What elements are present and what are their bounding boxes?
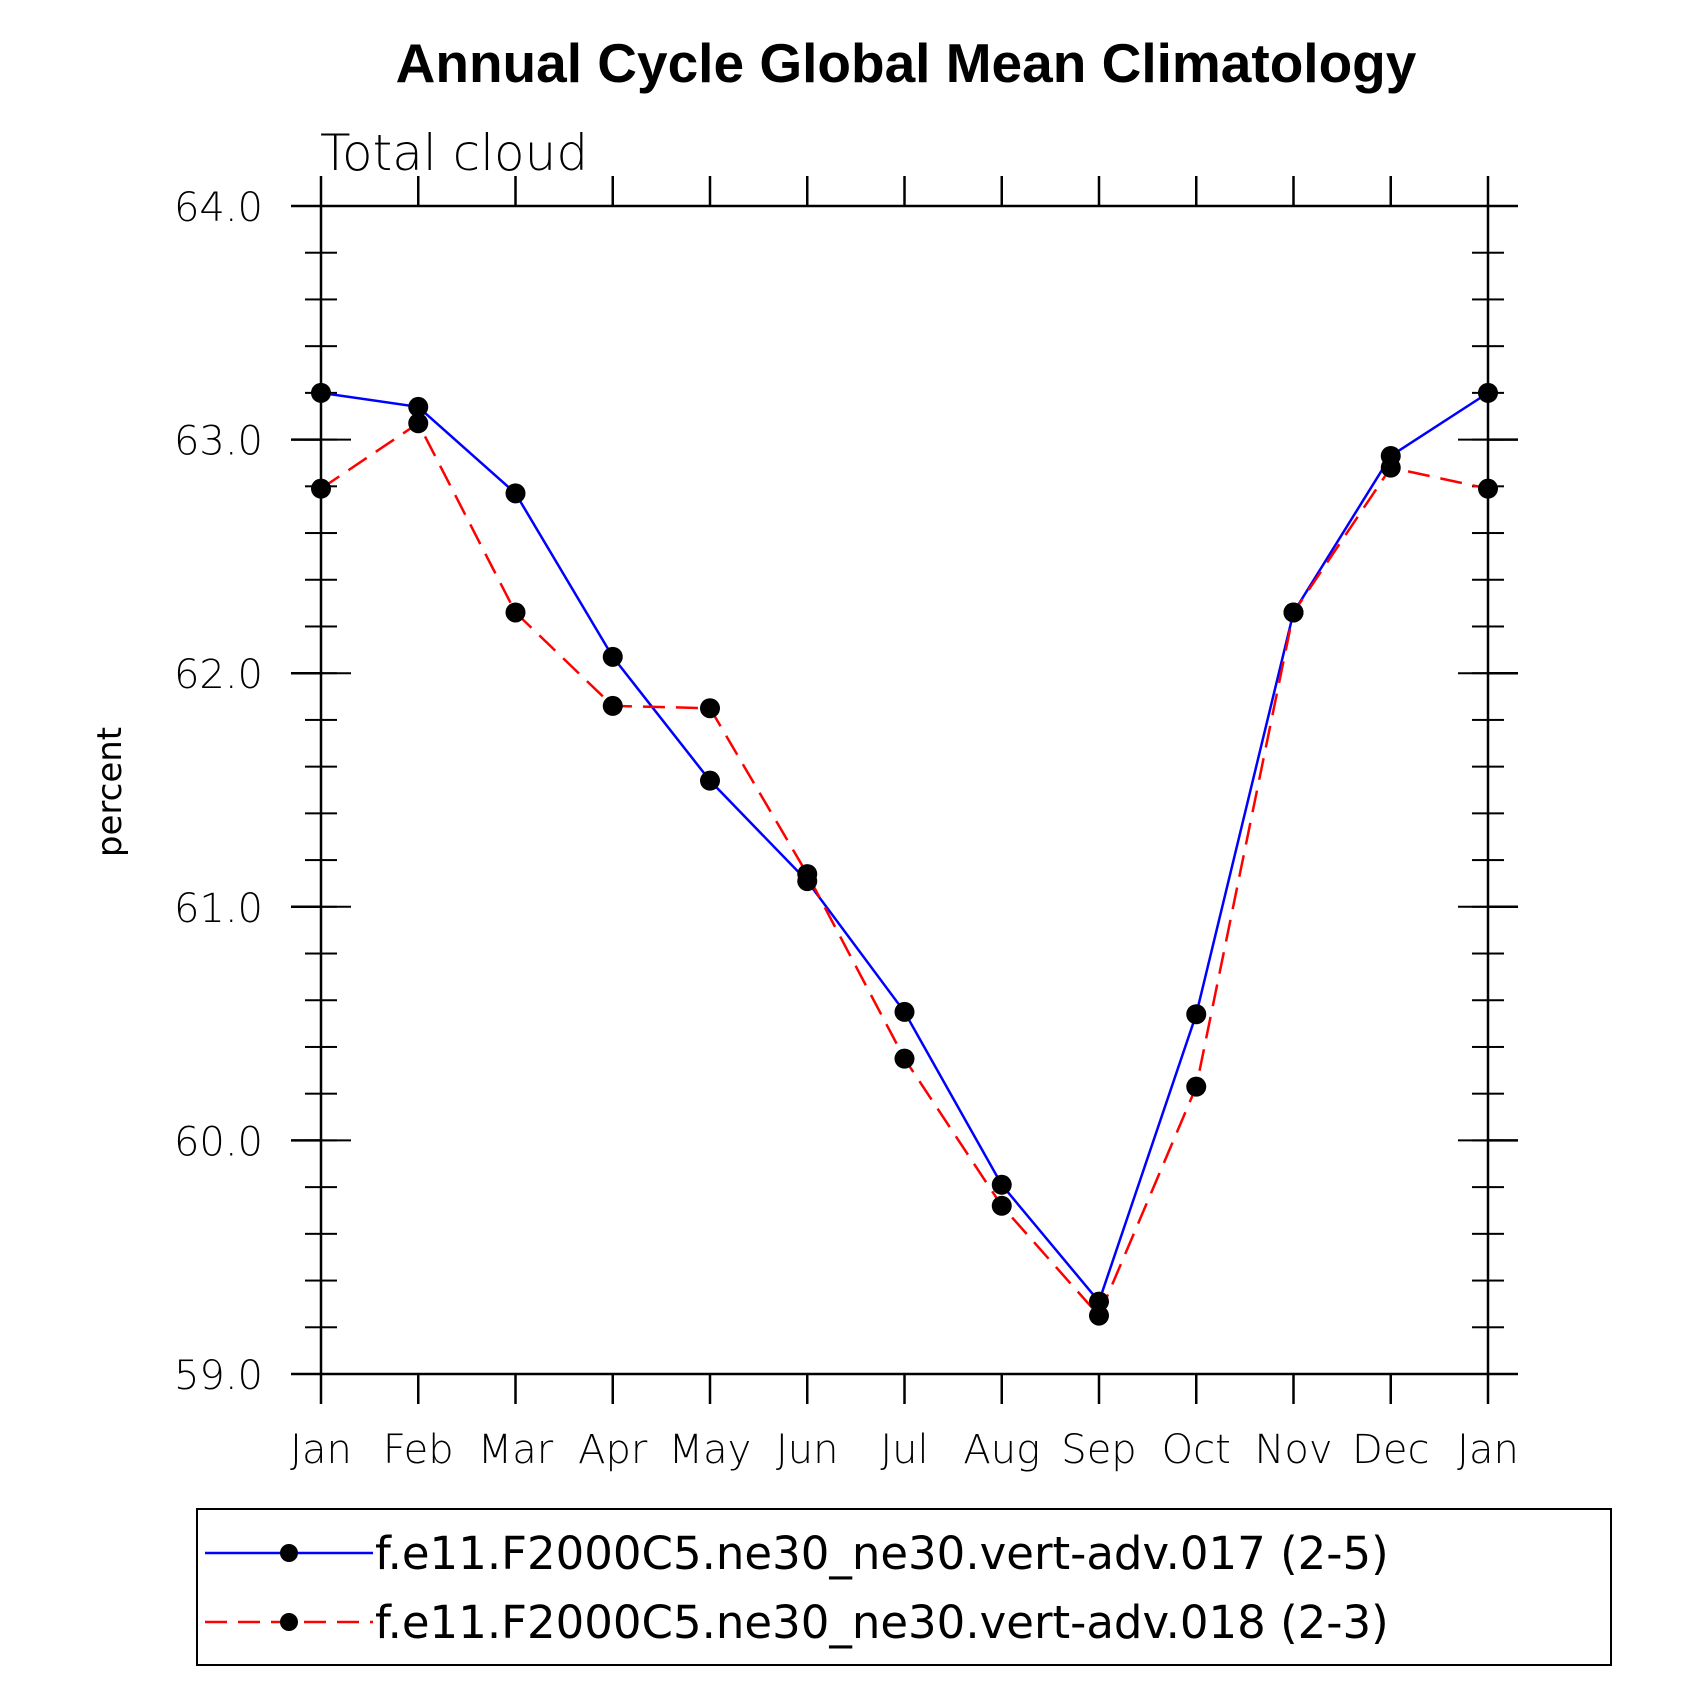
legend-label-series-1: f.e11.F2000C5.ne30_ne30.vert-adv.017 (2-…	[375, 1527, 1389, 1580]
series-1-point	[991, 1174, 1012, 1195]
series-2-point	[505, 602, 526, 623]
legend-marker-series-1	[280, 1544, 298, 1562]
series-2-point	[408, 413, 429, 434]
series-1-point	[408, 396, 429, 417]
chart-title: Annual Cycle Global Mean Climatology	[396, 32, 1417, 94]
series-layer	[311, 382, 1498, 1326]
series-1-point	[700, 770, 720, 791]
series-1-point	[1478, 382, 1498, 403]
series-2-point	[991, 1195, 1012, 1216]
series-1-point	[894, 1001, 915, 1022]
x-tick-label: Apr	[578, 1427, 648, 1473]
series-1-point	[505, 483, 526, 504]
series-2-point	[1478, 478, 1498, 499]
x-tick-label: Jul	[880, 1427, 928, 1473]
y-tick-label: 63.0	[174, 419, 263, 465]
y-tick-label: 60.0	[174, 1119, 263, 1165]
series-line-2	[320, 421, 1489, 1318]
series-1-point	[1186, 1004, 1207, 1025]
legend-marker-series-2	[280, 1613, 298, 1631]
series-2-point	[1186, 1076, 1207, 1097]
series-2-point	[311, 478, 331, 499]
x-tick-label: Aug	[963, 1427, 1040, 1473]
plot-frame	[319, 204, 1490, 1376]
x-tick-label: May	[669, 1427, 752, 1473]
x-tick-label: Oct	[1162, 1427, 1231, 1473]
axes: Jan Feb Mar Apr May Jun Jul Aug Sep Oct Nov Dec Jan 5…	[174, 176, 1519, 1473]
x-tick-label: Mar	[478, 1427, 554, 1473]
x-tick-label: Jan	[1457, 1427, 1519, 1473]
x-tick-label: Sep	[1061, 1427, 1136, 1473]
series-2-point	[1380, 457, 1401, 478]
series-line-1	[320, 391, 1489, 1305]
series-2-point	[700, 698, 720, 719]
series-2-point	[797, 864, 818, 885]
x-tick-label: Jun	[776, 1427, 839, 1473]
legend: f.e11.F2000C5.ne30_ne30.vert-adv.017 (2-…	[196, 1508, 1612, 1666]
series-1-point	[602, 646, 623, 667]
legend-box	[196, 1508, 1612, 1666]
series-2-point	[602, 695, 623, 716]
series-2-point	[894, 1048, 915, 1069]
y-tick-label: 64.0	[174, 185, 263, 231]
y-tick-label: 62.0	[174, 652, 263, 698]
chart-subtitle: Total cloud	[320, 124, 588, 182]
x-tick-label: Feb	[383, 1427, 454, 1473]
y-tick-label: 61.0	[174, 886, 263, 932]
series-1-point	[1089, 1291, 1109, 1312]
series-2-point	[1283, 602, 1304, 623]
series-1-point	[311, 382, 331, 403]
legend-label-series-2: f.e11.F2000C5.ne30_ne30.vert-adv.018 (2-…	[375, 1596, 1389, 1649]
series-2-point	[1089, 1305, 1109, 1326]
x-tick-label: Jan	[290, 1427, 352, 1473]
x-tick-label: Dec	[1352, 1427, 1429, 1473]
y-axis-label: percent	[90, 727, 130, 857]
x-tick-label: Nov	[1254, 1427, 1332, 1473]
y-tick-label: 59.0	[174, 1353, 263, 1399]
